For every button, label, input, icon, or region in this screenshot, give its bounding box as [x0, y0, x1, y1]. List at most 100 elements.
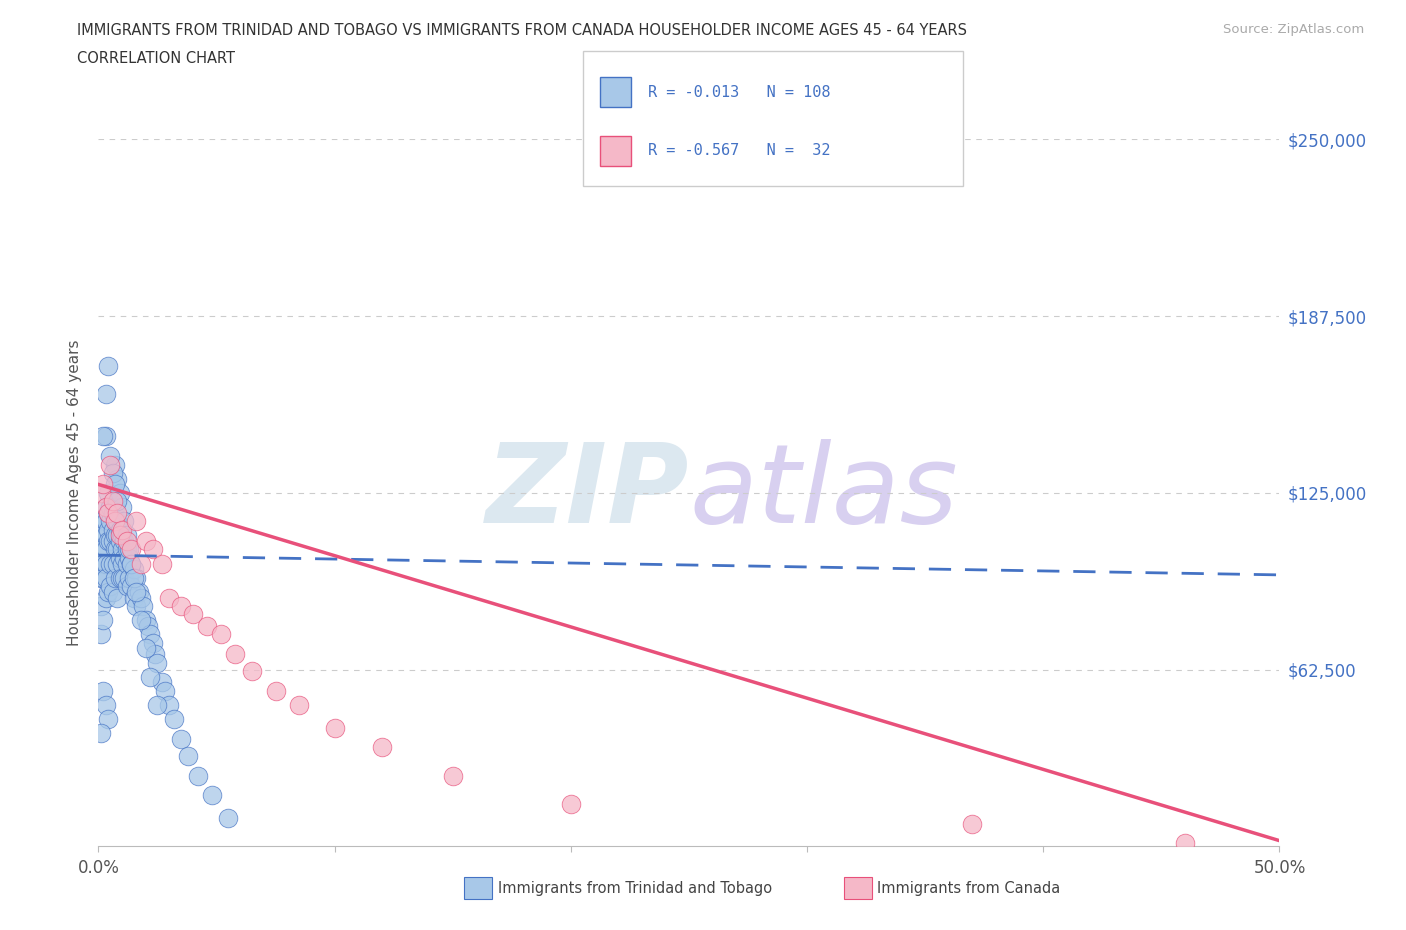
Point: [98, 499, 121, 514]
Point: [101, 523, 124, 538]
Point: [98, 534, 121, 549]
Point: [105, 556, 128, 571]
Point: [150, 675, 173, 690]
Point: [143, 646, 166, 661]
Point: [115, 542, 138, 557]
Point: [224, 646, 246, 661]
Point: [128, 584, 150, 599]
Point: [97, 485, 120, 500]
Point: [94, 542, 117, 557]
Point: [90, 485, 112, 500]
Point: [139, 670, 162, 684]
Point: [105, 505, 128, 520]
Point: [111, 570, 134, 585]
Point: [118, 570, 141, 585]
Text: R = -0.567   N =  32: R = -0.567 N = 32: [648, 143, 831, 158]
Point: [142, 635, 165, 650]
Point: [105, 590, 128, 604]
Point: [217, 811, 239, 826]
Point: [94, 556, 117, 571]
Point: [90, 725, 112, 740]
Point: [104, 528, 127, 543]
Point: [108, 485, 131, 500]
Point: [94, 698, 117, 712]
Point: [94, 499, 117, 514]
Point: [108, 534, 131, 549]
Point: [240, 664, 263, 679]
Point: [122, 570, 145, 585]
Point: [135, 613, 157, 628]
Point: [139, 627, 162, 642]
Point: [153, 684, 176, 698]
Point: [111, 542, 134, 557]
Point: [94, 429, 117, 444]
Point: [101, 556, 124, 571]
Point: [98, 513, 121, 528]
Point: [125, 513, 148, 528]
Point: [323, 720, 346, 735]
Point: [97, 534, 120, 549]
Point: [97, 584, 120, 599]
Point: [90, 556, 112, 571]
Point: [108, 570, 131, 585]
Text: CORRELATION CHART: CORRELATION CHART: [77, 51, 235, 66]
Point: [122, 562, 145, 577]
Point: [104, 513, 127, 528]
Point: [97, 505, 120, 520]
Text: R = -0.013   N = 108: R = -0.013 N = 108: [648, 85, 831, 100]
Point: [146, 655, 169, 670]
Point: [136, 618, 159, 633]
Point: [118, 542, 141, 557]
Point: [441, 768, 464, 783]
Point: [101, 584, 124, 599]
Point: [94, 499, 117, 514]
Text: Source: ZipAtlas.com: Source: ZipAtlas.com: [1223, 23, 1364, 36]
Point: [91, 570, 114, 585]
Point: [101, 534, 124, 549]
Point: [91, 556, 114, 571]
Point: [90, 570, 112, 585]
Point: [111, 499, 134, 514]
Point: [104, 570, 127, 585]
Point: [91, 513, 114, 528]
Point: [125, 570, 148, 585]
Point: [177, 749, 200, 764]
Point: [163, 711, 186, 726]
Point: [94, 528, 117, 543]
Point: [98, 578, 121, 593]
Point: [91, 477, 114, 492]
Point: [112, 570, 135, 585]
Point: [187, 768, 209, 783]
Point: [146, 698, 169, 712]
Point: [288, 698, 311, 712]
Point: [111, 556, 134, 571]
Point: [91, 429, 114, 444]
Point: [104, 513, 127, 528]
Point: [111, 523, 134, 538]
Point: [94, 387, 117, 402]
Point: [101, 466, 124, 481]
Point: [91, 684, 114, 698]
Point: [94, 570, 117, 585]
Point: [157, 590, 180, 604]
Y-axis label: Householder Income Ages 45 - 64 years: Householder Income Ages 45 - 64 years: [67, 339, 83, 646]
Point: [118, 551, 141, 565]
Point: [195, 618, 218, 633]
Point: [91, 528, 114, 543]
Point: [129, 613, 152, 628]
Point: [560, 796, 582, 811]
Point: [129, 556, 152, 571]
Point: [264, 684, 287, 698]
Point: [98, 448, 121, 463]
Point: [170, 599, 193, 614]
Point: [181, 607, 204, 622]
Point: [125, 599, 148, 614]
Point: [91, 542, 114, 557]
Point: [97, 523, 120, 538]
Point: [97, 711, 120, 726]
Point: [209, 627, 232, 642]
Point: [98, 458, 121, 472]
Point: [1174, 836, 1197, 851]
Point: [132, 599, 155, 614]
Point: [98, 556, 121, 571]
